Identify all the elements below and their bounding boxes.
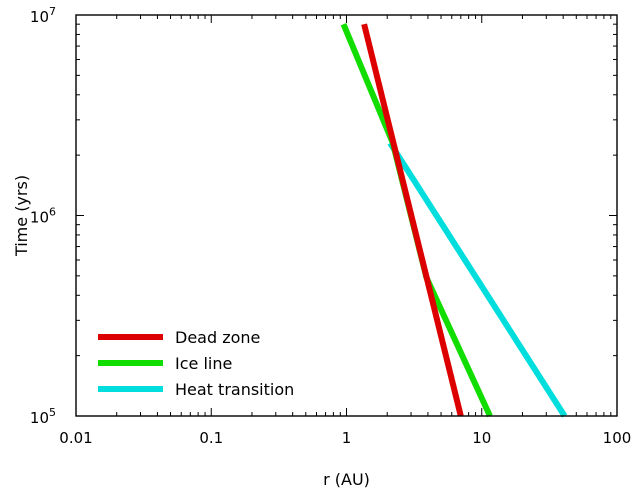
y-axis-ticks: 105 106 107 <box>30 5 617 427</box>
y-tick-label: 107 <box>30 5 56 26</box>
legend-label-heat-transition: Heat transition <box>175 380 294 399</box>
series-line-ice-line <box>340 23 493 418</box>
legend-label-ice-line: Ice line <box>175 354 232 373</box>
legend: Dead zone Ice line Heat transition <box>98 328 294 399</box>
y-tick-label: 105 <box>30 406 56 427</box>
y-tick-label: 106 <box>30 206 56 227</box>
x-tick-label: 1 <box>342 429 352 447</box>
y-axis-label: Time (yrs) <box>12 175 31 257</box>
x-tick-label: 10 <box>472 429 491 447</box>
series-line-heat-transition <box>387 141 568 418</box>
plot-series <box>340 23 568 418</box>
x-tick-label: 0.1 <box>199 429 223 447</box>
x-axis-label: r (AU) <box>323 470 370 489</box>
plot-frame <box>75 14 618 417</box>
x-tick-label: 100 <box>603 429 632 447</box>
x-axis-ticks: 0.01 0.1 1 10 100 <box>59 15 631 447</box>
x-tick-label: 0.01 <box>59 429 92 447</box>
series-line-dead-zone <box>361 23 464 417</box>
legend-label-dead-zone: Dead zone <box>175 328 260 347</box>
